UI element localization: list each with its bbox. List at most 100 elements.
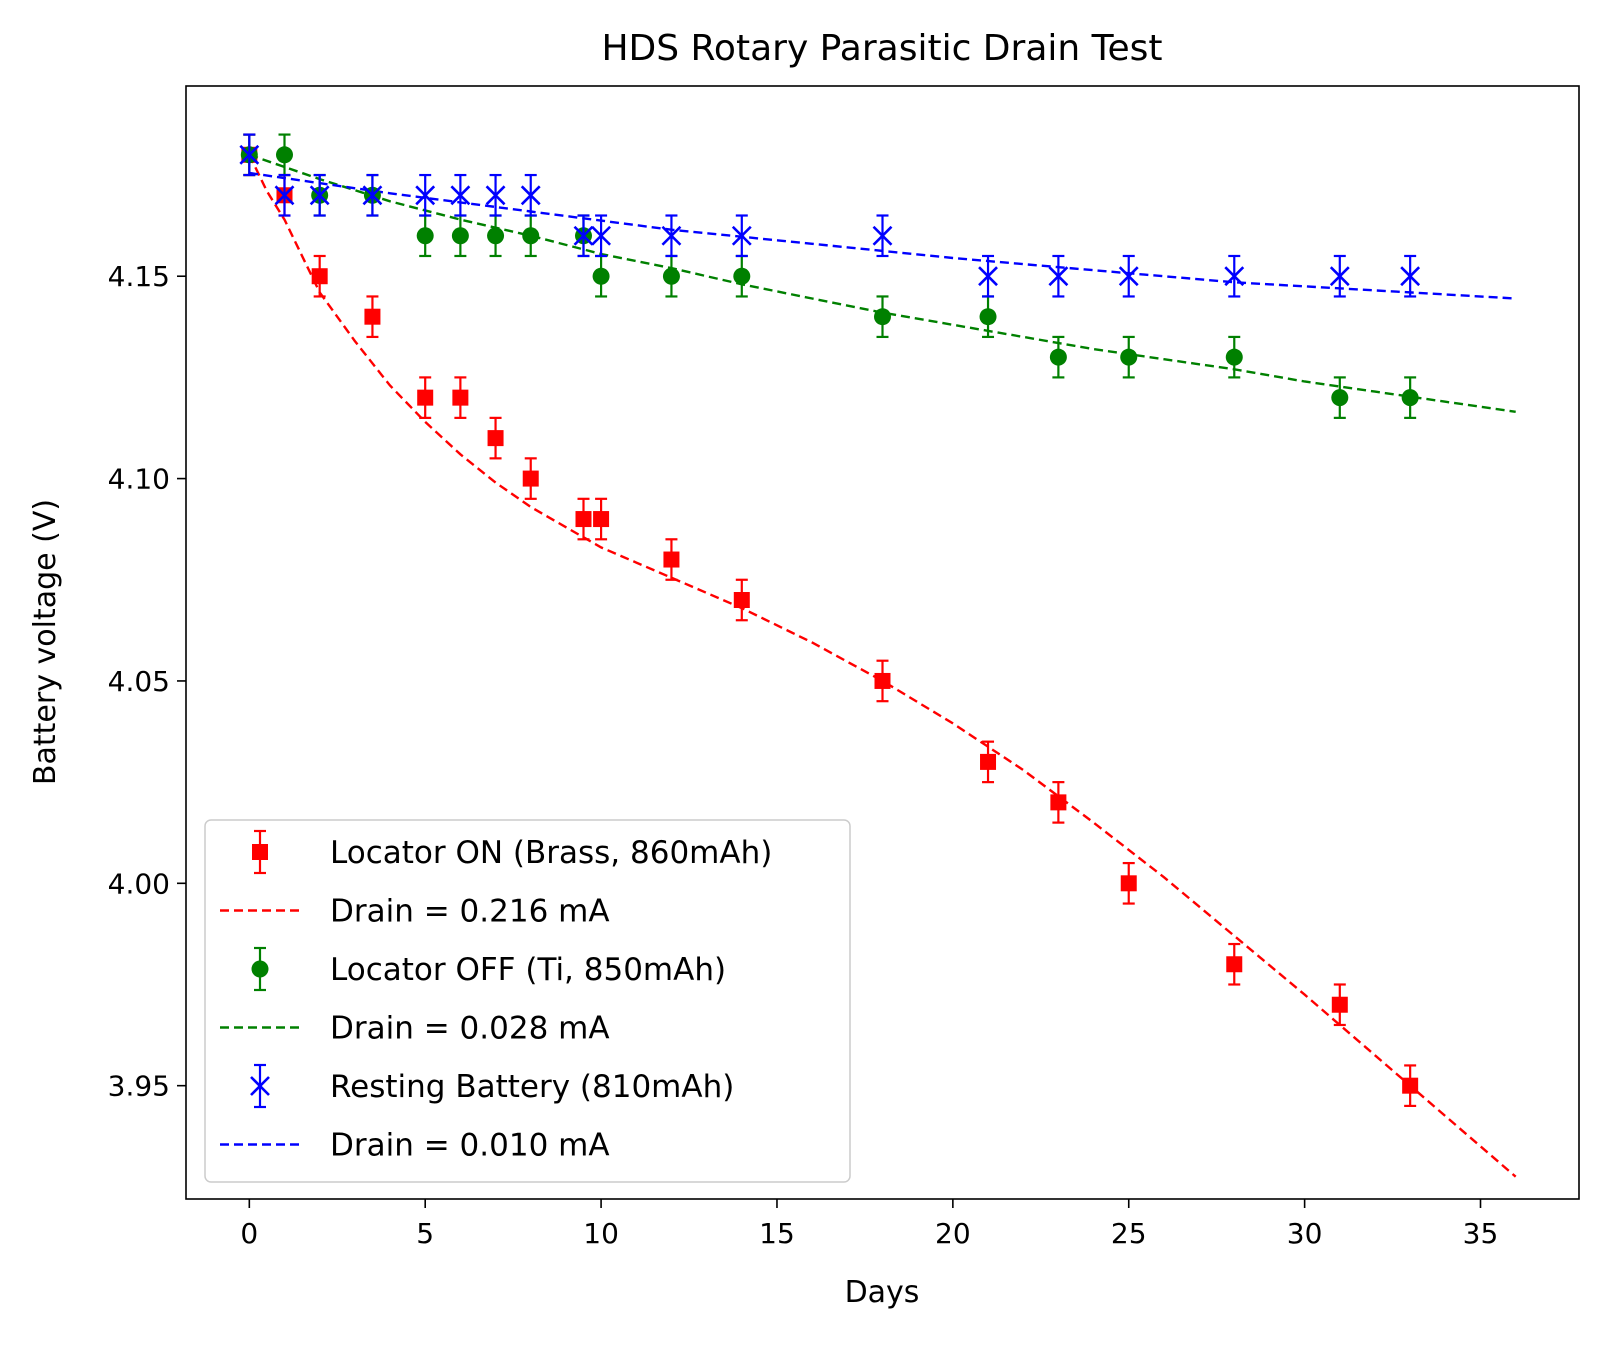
- data-point: [591, 214, 612, 258]
- data-point: [661, 214, 682, 258]
- legend-label: Resting Battery (810mAh): [330, 1069, 734, 1105]
- x-tick-label: 35: [1463, 1217, 1499, 1250]
- point-marker: [1049, 348, 1067, 366]
- point-marker: [1120, 348, 1138, 366]
- fit-line: [248, 154, 1517, 1178]
- data-point: [520, 173, 541, 217]
- point-marker: [274, 185, 295, 206]
- x-axis-label: Days: [845, 1275, 920, 1310]
- point-marker: [362, 185, 383, 206]
- x-tick-label: 25: [1111, 1217, 1147, 1250]
- data-point: [417, 376, 434, 419]
- data-point: [872, 214, 893, 258]
- fit-line: [248, 153, 1516, 413]
- point-marker: [1118, 266, 1139, 287]
- data-point: [487, 416, 504, 460]
- point-marker: [593, 511, 610, 528]
- data-point: [1226, 942, 1243, 986]
- legend-item: Resting Battery (810mAh): [250, 1063, 734, 1109]
- data-point: [980, 740, 997, 784]
- data-point: [733, 578, 750, 622]
- legend-label: Drain = 0.216 mA: [330, 894, 610, 930]
- point-marker: [662, 267, 680, 285]
- legend-label: Drain = 0.028 mA: [330, 1011, 610, 1047]
- y-tick-label: 4.15: [108, 260, 170, 293]
- data-point: [731, 214, 752, 258]
- data-point: [1050, 781, 1067, 824]
- point-marker: [364, 308, 381, 325]
- point-marker: [733, 267, 751, 285]
- x-tick-label: 15: [759, 1217, 795, 1250]
- data-point: [311, 254, 328, 298]
- x-axis: 0 5 10 15 20 25 30 35: [240, 1199, 1498, 1250]
- data-point: [1401, 376, 1419, 419]
- x-tick-label: 20: [935, 1217, 971, 1250]
- point-marker: [1401, 389, 1419, 407]
- point-marker: [979, 308, 997, 326]
- point-marker: [874, 672, 891, 689]
- point-marker: [417, 389, 434, 406]
- data-point: [1331, 983, 1348, 1027]
- data-point: [593, 497, 610, 541]
- point-marker: [452, 389, 469, 406]
- y-axis-label: Battery voltage (V): [28, 499, 63, 785]
- data-point: [1225, 335, 1243, 379]
- data-point: [362, 173, 383, 217]
- data-point: [239, 133, 260, 177]
- data-point: [452, 376, 469, 419]
- data-point: [573, 214, 594, 258]
- data-point: [451, 214, 469, 258]
- point-marker: [1400, 266, 1421, 287]
- point-marker: [661, 225, 682, 246]
- x-tick-label: 5: [416, 1217, 434, 1250]
- legend-marker: [250, 1076, 270, 1096]
- data-point: [874, 659, 891, 703]
- data-series-2: [240, 133, 1419, 419]
- point-marker: [978, 266, 998, 287]
- point-marker: [591, 225, 612, 246]
- legend-label: Locator OFF (Ti, 850mAh): [330, 952, 726, 988]
- point-marker: [733, 592, 750, 609]
- point-marker: [592, 267, 610, 285]
- point-marker: [1120, 875, 1137, 892]
- point-marker: [485, 185, 506, 206]
- data-point: [1118, 254, 1139, 298]
- data-point: [978, 254, 998, 298]
- x-tick-label: 10: [583, 1217, 619, 1250]
- legend-item: Locator ON (Brass, 860mAh): [252, 829, 772, 875]
- plot-frame: [185, 85, 1580, 1200]
- legend-item: Drain = 0.010 mA: [220, 1128, 610, 1164]
- data-point: [1120, 335, 1138, 379]
- data-point: [364, 295, 381, 339]
- legend-marker: [251, 960, 269, 978]
- legend-marker: [252, 844, 268, 860]
- data-point: [415, 173, 436, 217]
- point-marker: [872, 225, 893, 246]
- data-point: [1048, 254, 1069, 298]
- point-marker: [522, 227, 540, 245]
- data-point: [1120, 861, 1137, 905]
- legend-box: [204, 819, 851, 1183]
- point-marker: [980, 753, 997, 770]
- data-point: [1329, 254, 1350, 298]
- legend-label: Locator ON (Brass, 860mAh): [330, 835, 772, 871]
- point-marker: [1331, 389, 1349, 407]
- chart-title: HDS Rotary Parasitic Drain Test: [601, 28, 1162, 69]
- fit-series-1: [248, 154, 1517, 1178]
- data-series-4: [239, 133, 1421, 298]
- y-tick-label: 3.95: [108, 1070, 170, 1103]
- data-point: [450, 173, 471, 217]
- data-point: [874, 295, 891, 339]
- point-marker: [1331, 996, 1348, 1013]
- data-point: [1049, 335, 1067, 379]
- point-marker: [575, 511, 592, 528]
- y-tick-label: 4.05: [108, 665, 170, 698]
- data-point: [575, 497, 592, 541]
- data-point: [1400, 254, 1421, 298]
- point-marker: [487, 430, 504, 447]
- data-point: [979, 295, 997, 339]
- point-marker: [1224, 266, 1245, 287]
- point-marker: [731, 225, 752, 246]
- data-point: [1331, 376, 1349, 419]
